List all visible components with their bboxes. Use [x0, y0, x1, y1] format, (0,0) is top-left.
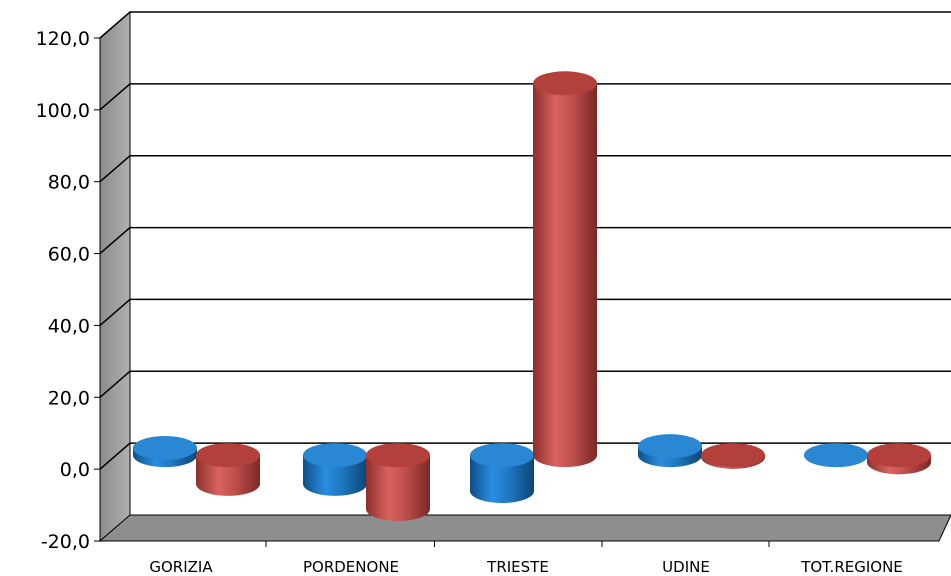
bar-top: [638, 434, 702, 459]
bar-top: [196, 443, 260, 468]
bar-body: [533, 83, 597, 468]
y-tick-label: 120,0: [36, 28, 90, 50]
bar: [196, 443, 260, 496]
y-tick-label: 80,0: [48, 172, 90, 194]
bar: [867, 443, 931, 475]
gridline: [99, 11, 951, 39]
gridline: [99, 226, 951, 255]
y-tick-label: 60,0: [48, 244, 90, 266]
floor: [98, 514, 951, 542]
bars: [133, 71, 931, 522]
gridline: [99, 154, 951, 183]
bar: [366, 443, 430, 522]
y-tick-label: 40,0: [48, 315, 90, 337]
bar-top: [133, 435, 197, 460]
bar: [303, 443, 367, 496]
bar: [701, 443, 765, 469]
y-tick-label: 0,0: [60, 459, 90, 481]
y-tick-label: 100,0: [36, 100, 90, 122]
bar-body: [470, 455, 534, 504]
bar-top: [533, 71, 597, 96]
bar: [638, 434, 702, 468]
gridline: [99, 83, 951, 111]
bar: [470, 443, 534, 504]
side-wall: [99, 10, 131, 543]
bar: [133, 435, 197, 468]
bar-top: [470, 443, 534, 468]
y-tick-label: 20,0: [48, 387, 90, 409]
bar-top: [804, 443, 868, 468]
bar-top: [701, 443, 765, 468]
bar-top: [303, 443, 367, 468]
y-axis-ticks: -20,0 0,0 20,0 40,0 60,0 80,0 100,0 120,0: [36, 28, 101, 553]
bar-top: [867, 443, 931, 468]
x-tick-label: TOT.REGIONE: [800, 558, 903, 576]
x-axis-labels: GORIZIA PORDENONE TRIESTE UDINE TOT.REGIONE: [149, 541, 903, 576]
bar: [804, 443, 868, 468]
gridline: [99, 370, 951, 398]
x-tick-label: PORDENONE: [303, 558, 399, 576]
bar-top: [366, 443, 430, 468]
y-tick-label: -20,0: [41, 531, 90, 553]
x-tick-label: TRIESTE: [486, 558, 549, 576]
back-wall: [98, 10, 951, 543]
gridline: [99, 298, 951, 326]
bar: [533, 71, 597, 468]
bar-body: [366, 455, 430, 522]
x-tick-label: UDINE: [662, 558, 710, 576]
x-tick-label: GORIZIA: [149, 558, 213, 576]
